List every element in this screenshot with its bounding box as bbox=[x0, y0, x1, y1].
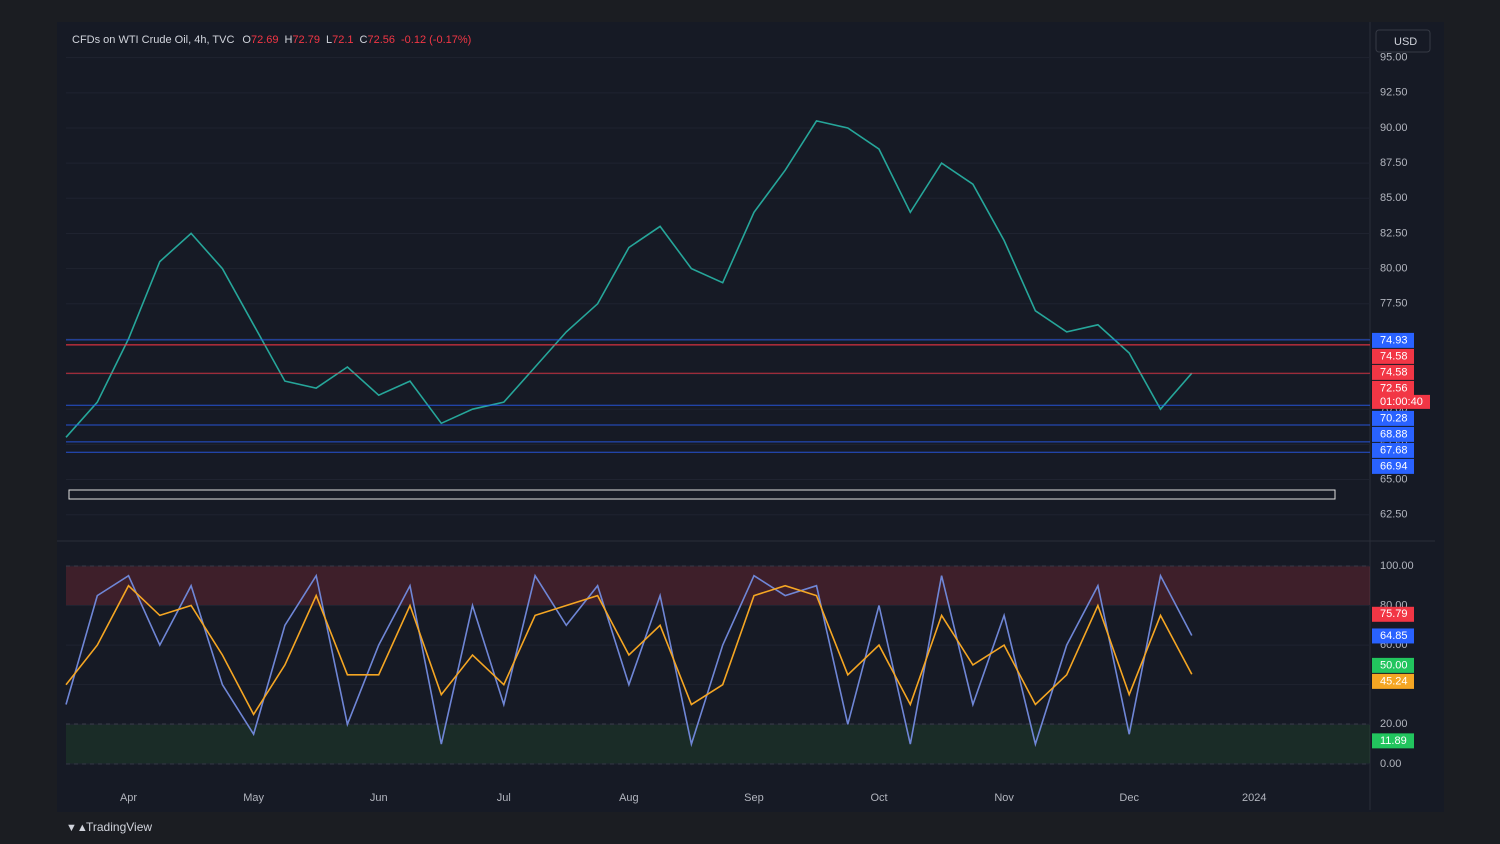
countdown-box bbox=[1372, 394, 1430, 409]
y-tick-label: 20.00 bbox=[1380, 718, 1408, 730]
level-label: 45.24 bbox=[1380, 675, 1408, 687]
level-label: 74.93 bbox=[1380, 334, 1408, 346]
countdown: 01:00:40 bbox=[1380, 396, 1423, 408]
y-tick-label: 90.00 bbox=[1380, 122, 1408, 134]
y-tick-label: 85.00 bbox=[1380, 192, 1408, 204]
y-tick-label: 80.00 bbox=[1380, 263, 1408, 275]
level-label: 72.56 bbox=[1380, 382, 1408, 394]
level-label-box bbox=[1372, 348, 1414, 364]
level-label-box bbox=[1372, 364, 1414, 380]
ohlc-name: O bbox=[242, 34, 251, 46]
level-label: 68.88 bbox=[1380, 428, 1408, 440]
x-tick-label: 2024 bbox=[1242, 792, 1266, 804]
band bbox=[66, 724, 1370, 764]
y-tick-label: 92.50 bbox=[1380, 87, 1408, 99]
y-tick-label: 100.00 bbox=[1380, 560, 1414, 572]
x-tick-label: May bbox=[243, 792, 264, 804]
band bbox=[66, 565, 1370, 606]
ohlc-value: 72.69 bbox=[251, 34, 279, 46]
y-tick-label: 95.00 bbox=[1380, 52, 1408, 64]
y-tick-label: 77.50 bbox=[1380, 298, 1408, 310]
series-line bbox=[65, 573, 1193, 748]
series-line bbox=[65, 584, 1193, 716]
chart-panel bbox=[57, 22, 1444, 812]
x-tick-label: Jul bbox=[497, 792, 511, 804]
x-tick-label: Jun bbox=[370, 792, 388, 804]
level-label-box bbox=[1372, 442, 1414, 458]
x-tick-label: Nov bbox=[994, 792, 1014, 804]
brand-logo[interactable]: ▼▲ bbox=[66, 822, 88, 834]
level-label: 70.28 bbox=[1380, 412, 1408, 424]
level-label-box bbox=[1372, 673, 1414, 689]
level-label-box bbox=[1372, 733, 1414, 749]
y-tick-label: 87.50 bbox=[1380, 157, 1408, 169]
level-label: 11.89 bbox=[1380, 735, 1407, 747]
change: -0.12 (-0.17%) bbox=[401, 34, 471, 46]
y-tick-label: 62.50 bbox=[1380, 509, 1408, 521]
brand[interactable]: TradingView bbox=[86, 820, 152, 834]
level-label-box bbox=[1372, 657, 1414, 673]
legend-header: CFDs on WTI Crude Oil, 4h, TVC O72.69 H72.… bbox=[72, 34, 471, 46]
ohlc-name: L bbox=[326, 34, 332, 46]
level-label-box bbox=[1372, 380, 1414, 396]
currency-button[interactable] bbox=[1375, 29, 1431, 53]
ohlc-name: C bbox=[360, 34, 368, 46]
x-tick-label: Oct bbox=[870, 792, 887, 804]
ohlc-value: 72.79 bbox=[292, 34, 320, 46]
level-label: 75.79 bbox=[1380, 608, 1408, 620]
y-tick-label: 65.00 bbox=[1380, 473, 1408, 485]
level-label-box bbox=[1372, 426, 1414, 442]
level-label: 64.85 bbox=[1380, 630, 1408, 642]
level-label-box bbox=[1372, 458, 1414, 474]
x-tick-label: Dec bbox=[1119, 792, 1139, 804]
level-label: 67.68 bbox=[1380, 444, 1408, 456]
level-label: 74.58 bbox=[1380, 366, 1408, 378]
x-tick-label: Sep bbox=[744, 792, 764, 804]
level-label: 74.58 bbox=[1380, 350, 1408, 362]
level-label-box bbox=[1372, 606, 1414, 622]
level-label-box bbox=[1372, 332, 1414, 348]
level-label: 66.94 bbox=[1380, 460, 1408, 472]
symbol-title: CFDs on WTI Crude Oil, 4h, TVC bbox=[72, 34, 234, 46]
y-tick-label: 0.00 bbox=[1380, 758, 1401, 770]
level-label-box bbox=[1372, 628, 1414, 644]
x-tick-label: Aug bbox=[619, 792, 639, 804]
series-line bbox=[65, 119, 1193, 438]
level-label-box bbox=[1372, 410, 1414, 426]
level-label: 50.00 bbox=[1380, 659, 1408, 671]
y-tick-label: 82.50 bbox=[1380, 227, 1408, 239]
ohlc-name: H bbox=[284, 34, 292, 46]
x-tick-label: Apr bbox=[120, 792, 137, 804]
drawn-box bbox=[68, 489, 1336, 500]
ohlc-value: 72.1 bbox=[332, 34, 353, 46]
ohlc-value: 72.56 bbox=[367, 34, 395, 46]
currency[interactable]: USD bbox=[1394, 36, 1417, 48]
